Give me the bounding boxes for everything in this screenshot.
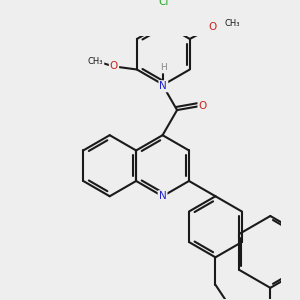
Text: O: O (208, 22, 217, 32)
Text: H: H (160, 64, 167, 73)
Text: CH₃: CH₃ (88, 57, 103, 66)
Text: N: N (159, 191, 167, 201)
Text: O: O (199, 100, 207, 111)
Text: O: O (110, 61, 118, 71)
Text: CH₃: CH₃ (225, 19, 240, 28)
Text: Cl: Cl (158, 0, 169, 7)
Text: N: N (160, 81, 167, 91)
